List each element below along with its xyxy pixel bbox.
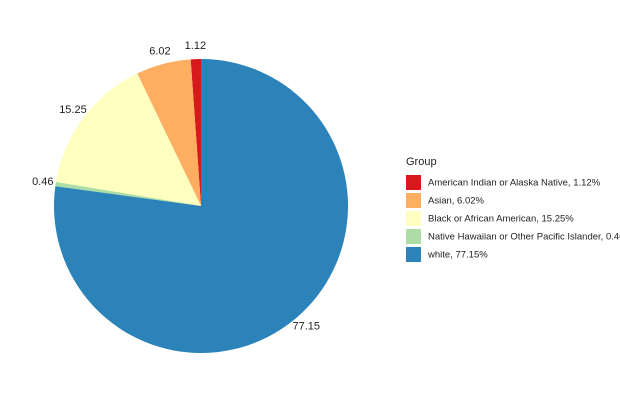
legend-swatch	[406, 211, 421, 226]
data-label: 6.02	[149, 45, 170, 57]
legend-label: Native Hawaiian or Other Pacific Islande…	[428, 232, 620, 243]
legend-label: Asian, 6.02%	[428, 196, 485, 207]
data-label: 1.12	[185, 40, 206, 52]
data-label: 15.25	[59, 104, 87, 116]
data-label: 77.15	[292, 320, 320, 332]
data-label: 0.46	[32, 176, 53, 188]
pie-slice	[137, 59, 201, 207]
legend-label: American Indian or Alaska Native, 1.12%	[428, 178, 601, 189]
legend-swatch	[406, 247, 421, 262]
pie-slice	[54, 59, 348, 353]
legend-label: Black or African American, 15.25%	[428, 214, 574, 225]
legend-swatch	[406, 175, 421, 190]
legend-title: Group	[406, 156, 437, 168]
legend-label: white, 77.15%	[427, 250, 488, 261]
pie-slice	[55, 73, 202, 206]
pie-slice	[55, 182, 201, 206]
pie-slice	[190, 59, 201, 206]
legend-swatch	[406, 193, 421, 208]
legend-swatch	[406, 229, 421, 244]
